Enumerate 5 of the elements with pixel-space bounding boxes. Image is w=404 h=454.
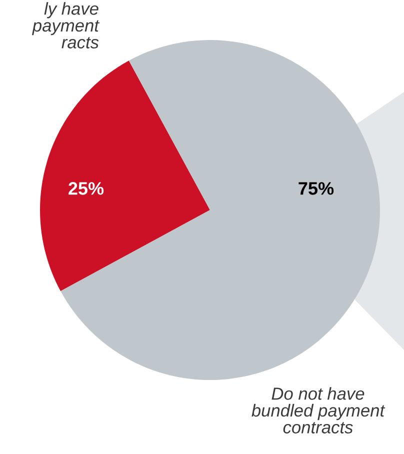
slice-label: ly have payment racts	[32, 2, 100, 48]
data-label: 75%	[298, 182, 334, 195]
data-label: 25%	[68, 182, 104, 195]
slice-label: Do not have bundled payment contracts	[252, 387, 386, 434]
pie-slice	[40, 60, 210, 292]
